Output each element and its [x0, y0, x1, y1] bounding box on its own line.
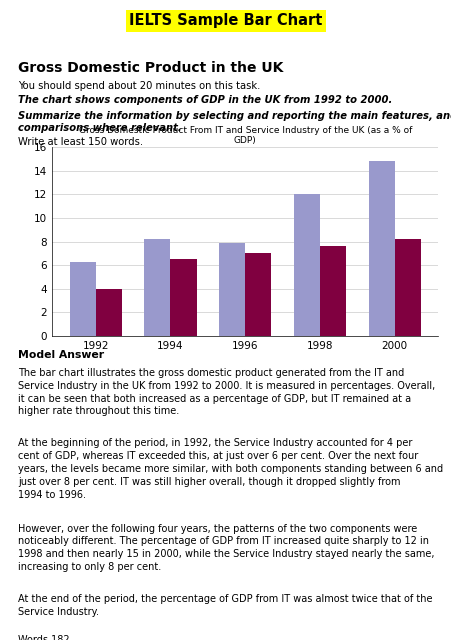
Bar: [394, 239, 420, 336]
Text: The chart shows components of GDP in the UK from 1992 to 2000.: The chart shows components of GDP in the…: [18, 95, 391, 106]
Text: The bar chart illustrates the gross domestic product generated from the IT and
S: The bar chart illustrates the gross dome…: [18, 368, 434, 417]
Bar: [170, 259, 196, 336]
Bar: [219, 243, 245, 336]
Text: At the beginning of the period, in 1992, the Service Industry accounted for 4 pe: At the beginning of the period, in 1992,…: [18, 438, 442, 500]
Bar: [293, 195, 319, 336]
Bar: [244, 253, 271, 336]
Text: Write at least 150 words.: Write at least 150 words.: [18, 137, 143, 147]
Title: Gross Domestic Product From IT and Service Industry of the UK (as a % of
GDP): Gross Domestic Product From IT and Servi…: [78, 125, 411, 145]
Bar: [69, 262, 96, 336]
Bar: [96, 289, 122, 336]
Bar: [319, 246, 345, 336]
Text: Gross Domestic Product in the UK: Gross Domestic Product in the UK: [18, 61, 283, 75]
Text: IELTS Sample Bar Chart: IELTS Sample Bar Chart: [129, 13, 322, 28]
Text: Words 182: Words 182: [18, 635, 69, 640]
Text: comparisons where relevant.: comparisons where relevant.: [18, 123, 181, 133]
Bar: [144, 239, 170, 336]
Text: At the end of the period, the percentage of GDP from IT was almost twice that of: At the end of the period, the percentage…: [18, 594, 432, 617]
Bar: [368, 161, 394, 336]
Text: Summarize the information by selecting and reporting the main features, and make: Summarize the information by selecting a…: [18, 111, 451, 122]
Text: However, over the following four years, the patterns of the two components were
: However, over the following four years, …: [18, 524, 433, 572]
Text: Model Answer: Model Answer: [18, 350, 104, 360]
Text: You should spend about 20 minutes on this task.: You should spend about 20 minutes on thi…: [18, 81, 260, 92]
